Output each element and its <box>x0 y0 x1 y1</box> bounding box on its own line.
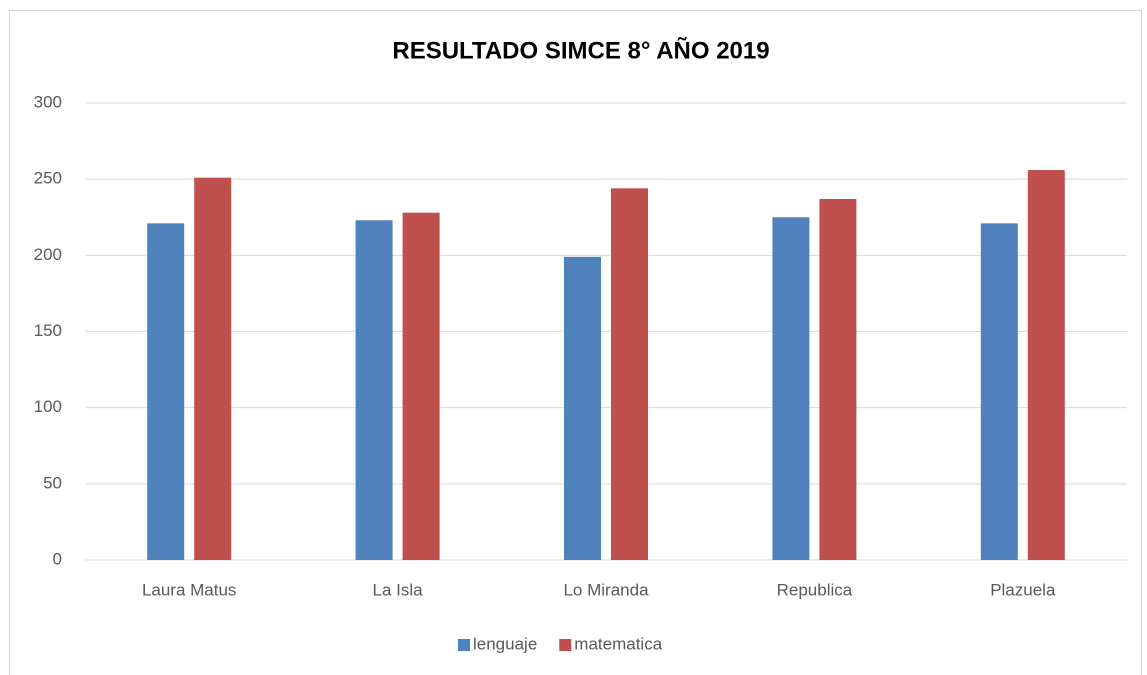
x-tick-label: Lo Miranda <box>563 580 649 599</box>
bar <box>402 212 440 560</box>
y-tick-label: 100 <box>34 397 62 416</box>
y-tick-label: 300 <box>34 92 62 111</box>
bar <box>355 220 393 560</box>
bar <box>194 177 232 561</box>
y-tick-label: 200 <box>34 245 62 264</box>
bar <box>772 217 810 560</box>
y-tick-label: 0 <box>53 549 62 568</box>
bar <box>819 198 857 560</box>
y-tick-label: 50 <box>43 473 62 492</box>
x-tick-label: La Isla <box>373 580 424 599</box>
legend-label: lenguaje <box>473 634 537 653</box>
y-tick-label: 150 <box>34 321 62 340</box>
bar <box>147 223 185 561</box>
bar <box>1027 170 1065 560</box>
legend-swatch <box>458 639 470 651</box>
chart-title: RESULTADO SIMCE 8° AÑO 2019 <box>392 36 769 64</box>
legend-swatch <box>559 639 572 651</box>
legend-label: matematica <box>574 634 662 653</box>
x-tick-label: Republica <box>777 580 853 599</box>
x-tick-label: Plazuela <box>990 580 1056 599</box>
y-tick-label: 250 <box>34 169 62 188</box>
bar <box>564 256 601 560</box>
x-tick-label: Laura Matus <box>142 580 237 599</box>
bar <box>980 223 1018 561</box>
bar <box>611 188 648 560</box>
